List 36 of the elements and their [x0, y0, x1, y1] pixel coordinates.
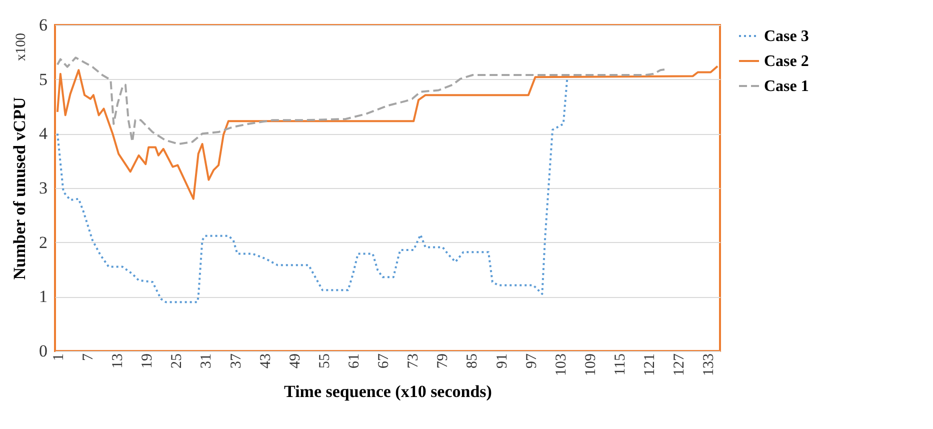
- x-tick-label: 1: [50, 354, 67, 361]
- x-tick-label: 13: [110, 354, 126, 368]
- x-tick-label: 37: [228, 353, 244, 368]
- x-axis-title: Time sequence (x10 seconds): [284, 382, 492, 401]
- x-tick-label: 7: [80, 353, 97, 361]
- x-tick-label: 127: [672, 353, 688, 376]
- x-tick-label: 97: [524, 353, 540, 368]
- legend-label: Case 1: [764, 78, 809, 95]
- x-tick-label: 91: [494, 354, 510, 368]
- x-tick-label: 25: [169, 354, 186, 368]
- x-tick-label: 85: [464, 354, 481, 368]
- y-tick-label: 3: [39, 178, 48, 198]
- x-tick-label: 55: [316, 354, 333, 368]
- x-tick-label: 133: [701, 354, 718, 376]
- x-tick-label: 43: [258, 354, 274, 368]
- x-tick-label: 31: [198, 354, 215, 368]
- y-axis-title: Number of unused vCPU: [10, 97, 29, 280]
- y-tick-label: 1: [39, 287, 48, 306]
- x-tick-label: 19: [140, 354, 156, 368]
- x-tick-label: 49: [287, 354, 304, 368]
- legend-label: Case 3: [764, 28, 809, 45]
- x-tick-label: 79: [435, 354, 452, 368]
- x-tick-label: 61: [346, 354, 363, 368]
- y-tick-label: 0: [39, 342, 48, 360]
- x-tick-label: 109: [582, 354, 599, 376]
- x-tick-label: 73: [406, 354, 422, 368]
- x-tick-label: 67: [376, 353, 392, 368]
- text: x100: [14, 33, 29, 61]
- y-tick-label: 2: [39, 232, 48, 252]
- x-tick-label: 115: [612, 354, 629, 376]
- legend-label: Case 2: [764, 53, 809, 70]
- y-tick-label: 5: [39, 70, 48, 89]
- y-tick-label: 6: [39, 16, 48, 34]
- x-tick-label: 121: [642, 354, 658, 376]
- x-tick-label: 103: [553, 354, 570, 376]
- y-tick-label: 4: [39, 124, 48, 144]
